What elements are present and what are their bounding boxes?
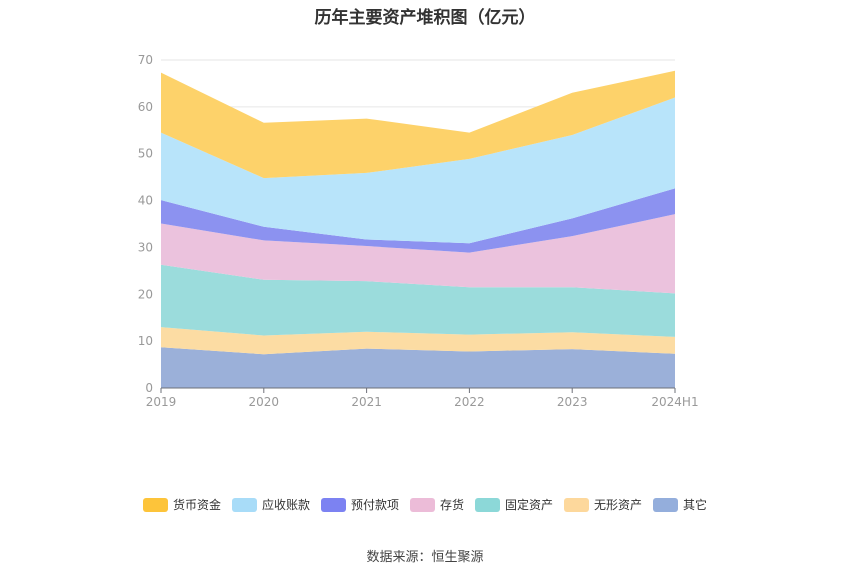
legend-label: 无形资产	[594, 498, 643, 512]
y-tick-label: 60	[138, 100, 153, 114]
legend-item[interactable]: 其它	[653, 496, 707, 513]
legend-swatch	[231, 497, 257, 512]
area-series-预付款项[interactable]	[161, 188, 675, 253]
x-tick-label: 2023	[557, 395, 588, 409]
legend-label: 其它	[683, 498, 708, 512]
legend-item[interactable]: 预付款项	[320, 496, 399, 513]
x-tick-label: 2021	[351, 395, 382, 409]
legend-label: 固定资产	[505, 498, 554, 512]
area-series-应收账款[interactable]	[161, 97, 675, 244]
legend-swatch	[653, 497, 679, 512]
y-tick-label: 20	[138, 287, 153, 301]
x-tick-label: 2019	[146, 395, 177, 409]
x-tick-label: 2024H1	[651, 395, 698, 409]
x-tick-label: 2020	[249, 395, 280, 409]
chart-legend: 货币资金 应收账款 预付款项 存货 固定资产 无形资产 其它	[0, 496, 850, 513]
y-tick-label: 0	[145, 381, 153, 395]
y-tick-label: 50	[138, 147, 153, 161]
area-series-无形资产[interactable]	[161, 327, 675, 355]
legend-swatch	[475, 497, 500, 512]
legend-swatch	[564, 497, 590, 512]
legend-swatch	[409, 497, 435, 512]
area-series-其它[interactable]	[161, 347, 675, 388]
legend-item[interactable]: 无形资产	[564, 496, 642, 513]
legend-item[interactable]: 货币资金	[142, 496, 221, 513]
legend-label: 货币资金	[172, 498, 221, 512]
legend-swatch	[320, 497, 346, 512]
legend-item[interactable]: 应收账款	[231, 496, 310, 513]
data-source-note: 数据来源：恒生聚源	[366, 550, 484, 565]
y-tick-label: 70	[138, 53, 153, 67]
area-series-存货[interactable]	[161, 214, 675, 294]
legend-swatch	[142, 497, 168, 512]
legend-item[interactable]: 存货	[409, 496, 464, 513]
y-tick-label: 40	[138, 194, 153, 208]
legend-label: 预付款项	[350, 498, 399, 512]
legend-item[interactable]: 固定资产	[475, 496, 553, 513]
area-series-固定资产[interactable]	[161, 264, 675, 337]
legend-label: 应收账款	[261, 498, 310, 512]
chart-title: 历年主要资产堆积图（亿元）	[314, 8, 536, 28]
y-tick-label: 10	[138, 334, 153, 348]
x-tick-label: 2022	[454, 395, 485, 409]
y-tick-label: 30	[138, 240, 153, 254]
legend-label: 存货	[439, 498, 464, 512]
area-series-货币资金[interactable]	[161, 70, 675, 179]
chart-plot-area: 0 10 20 30 40 50 60 70 2019 2020 2021 2022 2023 2024H…	[138, 53, 699, 409]
